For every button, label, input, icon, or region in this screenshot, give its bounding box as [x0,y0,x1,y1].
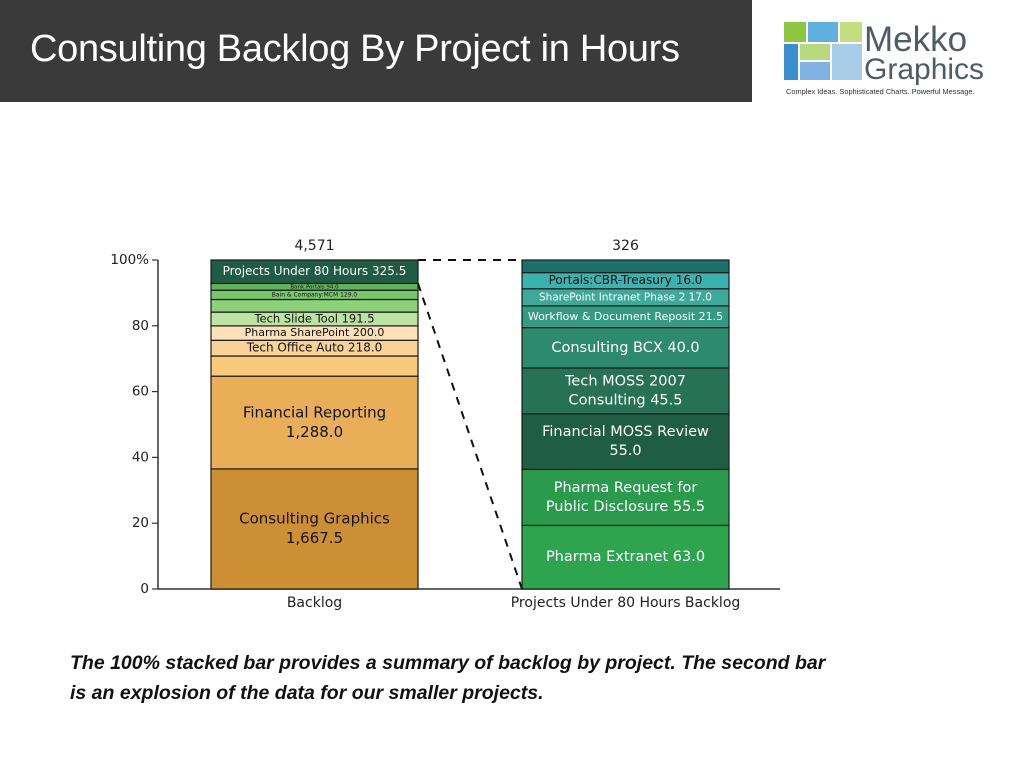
segment-label: Tech MOSS 2007 [564,374,686,390]
bar-total-label: 326 [612,238,639,254]
segment-label: Portals:CBR-Treasury 16.0 [549,273,703,287]
y-tick-label: 40 [132,449,149,465]
segment-label: Financial Reporting [243,403,386,421]
segment-label: Pharma SharePoint 200.0 [245,326,385,339]
segment-label: 55.0 [609,443,641,459]
chart-caption: The 100% stacked bar provides a summary … [70,648,970,708]
y-tick-label: 80 [132,318,149,334]
bar-total-label: 4,571 [294,238,334,254]
bar-segment [521,413,730,471]
bar-segment [210,355,419,377]
page-title: Consulting Backlog By Project in Hours [30,28,680,70]
bar-segment [210,259,419,285]
bar-segment [210,468,419,590]
segment-label: 1,288.0 [286,423,343,441]
logo-name-line1: Mekko [864,20,968,59]
bar-segment [210,298,419,313]
y-tick-label: 100% [110,252,149,268]
caption-line-1: The 100% stacked bar provides a summary … [70,652,826,674]
segment-label: Tech Office Auto 218.0 [246,341,383,355]
bar-segment [521,468,730,527]
segment-label: Financial MOSS Review [542,424,709,440]
segment-label: Pharma Request for [554,480,698,496]
caption-line-2: is an explosion of the data for our smal… [70,682,544,704]
bar-segment [210,375,419,470]
segment-label: SharePoint Intranet Phase 2 17.0 [539,291,712,303]
segment-label: Projects Under 80 Hours 325.5 [223,264,407,278]
logo-name-line2: Graphics [864,53,985,86]
bar-segment [521,327,730,369]
segment-label: Consulting 45.5 [569,392,683,408]
segment-label: Workflow & Document Reposit 21.5 [528,310,723,323]
explosion-connector-bottom [417,283,523,590]
category-label: Backlog [287,595,342,611]
segment-label: Pharma Extranet 63.0 [546,549,705,565]
segment-label: Public Disclosure 55.5 [546,499,705,515]
segment-label: Consulting Graphics [239,510,390,528]
category-label: Projects Under 80 Hours Backlog [511,595,741,611]
bar-segment [521,367,730,415]
y-tick-label: 20 [132,515,149,531]
segment-label: Bain & Company:MCM 129.0 [272,291,358,298]
mekko-graphics-logo: Mekko Graphics Complex Ideas. Sophistica… [784,20,994,100]
mekko-graphics-logo-icon [784,22,862,80]
title-bar: Consulting Backlog By Project in Hours [0,0,752,102]
segment-label: Tech Slide Tool 191.5 [253,311,374,325]
logo-tagline: Complex Ideas. Sophisticated Charts. Pow… [786,87,975,96]
segment-label: 1,667.5 [286,529,343,547]
bar-segment [521,259,730,274]
segment-label: Bank Portals 94.0 [290,284,339,290]
y-tick-label: 60 [132,384,149,400]
y-tick-label: 0 [140,581,149,597]
segment-label: Consulting BCX 40.0 [551,340,699,356]
